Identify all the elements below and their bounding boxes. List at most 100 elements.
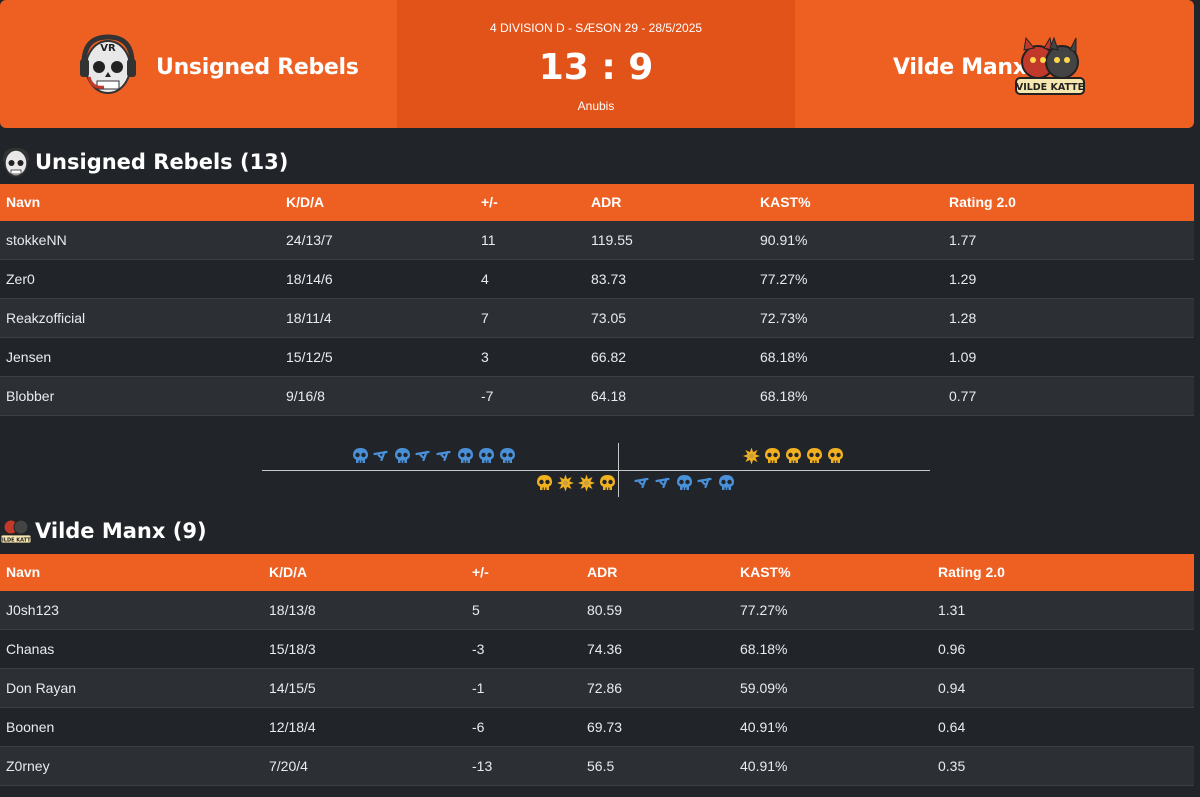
col-kast-header[interactable]: KAST%	[760, 194, 811, 210]
unsigned-rebels-logo: VR	[80, 34, 136, 94]
player-kda: 7/20/4	[269, 758, 308, 774]
player-plusminus: -7	[481, 388, 494, 404]
player-kda: 15/12/5	[286, 349, 333, 365]
table-row: Chanas 15/18/3 -3 74.36 68.18% 0.96	[0, 630, 1194, 669]
table-row: Blobber 9/16/8 -7 64.18 68.18% 0.77	[0, 377, 1194, 416]
player-rating: 1.28	[949, 310, 977, 326]
player-rating: 0.77	[949, 388, 977, 404]
player-name[interactable]: Boonen	[6, 719, 55, 735]
player-kast: 68.18%	[740, 641, 788, 657]
player-name[interactable]: Reakzofficial	[6, 310, 86, 326]
t-skull-icon	[783, 446, 804, 466]
player-name[interactable]: Blobber	[6, 388, 55, 404]
t-skull-icon	[762, 446, 783, 466]
player-plusminus: -3	[472, 641, 485, 657]
table-row: Jensen 15/12/5 3 66.82 68.18% 1.09	[0, 338, 1194, 377]
player-adr: 72.86	[587, 680, 623, 696]
ct-skull-icon	[497, 446, 518, 466]
table-row: J0sh123 18/13/8 5 80.59 77.27% 1.31	[0, 591, 1194, 630]
col-plusminus-header[interactable]: +/-	[481, 194, 498, 210]
t-skull-icon	[597, 473, 618, 493]
col-kda-header[interactable]: K/D/A	[269, 564, 308, 580]
player-name[interactable]: Jensen	[6, 349, 52, 365]
player-rating: 0.96	[938, 641, 966, 657]
col-rating-header[interactable]: Rating 2.0	[938, 564, 1005, 580]
player-adr: 83.73	[591, 271, 627, 287]
vilde-manx-logo: VILDE KATTE	[1015, 36, 1085, 95]
home-team-panel[interactable]: VR Unsigned Rebels	[0, 0, 397, 128]
first-half-home-rounds	[350, 446, 518, 466]
player-rating: 1.29	[949, 271, 977, 287]
col-kda-header[interactable]: K/D/A	[286, 194, 325, 210]
away-team-name[interactable]: Vilde Manx	[893, 55, 1027, 80]
table-row: Zer0 18/14/6 4 83.73 77.27% 1.29	[0, 260, 1194, 299]
col-adr-header[interactable]: ADR	[587, 564, 618, 580]
player-kast: 72.73%	[760, 310, 808, 326]
player-name[interactable]: Chanas	[6, 641, 55, 657]
team1-title: Unsigned Rebels (13)	[35, 150, 289, 174]
table-row: Don Rayan 14/15/5 -1 72.86 59.09% 0.94	[0, 669, 1194, 708]
match-score: 13 : 9	[538, 47, 654, 88]
player-kda: 15/18/3	[269, 641, 316, 657]
defuse-icon	[653, 473, 674, 493]
player-kda: 9/16/8	[286, 388, 325, 404]
defuse-icon	[434, 446, 455, 466]
svg-text:VILDE KATTE: VILDE KATTE	[0, 538, 32, 544]
table-row: Boonen 12/18/4 -6 69.73 40.91% 0.64	[0, 708, 1194, 747]
player-rating: 0.94	[938, 680, 966, 696]
player-kast: 68.18%	[760, 388, 808, 404]
match-header: VR Unsigned Rebels 4 DIVISION D - SÆSON …	[0, 0, 1194, 128]
player-name[interactable]: Zer0	[6, 271, 35, 287]
explode-icon	[576, 473, 597, 493]
player-kda: 18/13/8	[269, 602, 316, 618]
vilde-manx-small-logo: VILDE KATTE	[0, 519, 32, 544]
player-adr: 119.55	[591, 232, 633, 248]
ct-skull-icon	[455, 446, 476, 466]
table-row: Reakzofficial 18/11/4 7 73.05 72.73% 1.2…	[0, 299, 1194, 338]
player-rating: 1.77	[949, 232, 977, 248]
timeline-divider	[262, 470, 930, 471]
player-name[interactable]: J0sh123	[6, 602, 59, 618]
defuse-icon	[695, 473, 716, 493]
team2-section-title: VILDE KATTE Vilde Manx (9)	[0, 515, 207, 547]
player-kast: 68.18%	[760, 349, 808, 365]
player-adr: 56.5	[587, 758, 615, 774]
col-adr-header[interactable]: ADR	[591, 194, 622, 210]
map-name: Anubis	[577, 99, 615, 113]
defuse-icon	[632, 473, 653, 493]
col-plusminus-header[interactable]: +/-	[472, 564, 489, 580]
svg-text:VILDE KATTE: VILDE KATTE	[1016, 82, 1084, 93]
player-plusminus: -1	[472, 680, 485, 696]
ct-skull-icon	[392, 446, 413, 466]
player-plusminus: 3	[481, 349, 489, 365]
player-kast: 40.91%	[740, 719, 788, 735]
player-adr: 74.36	[587, 641, 623, 657]
player-rating: 1.09	[949, 349, 977, 365]
table-header: Navn K/D/A +/- ADR KAST% Rating 2.0	[0, 554, 1194, 591]
player-plusminus: 7	[481, 310, 489, 326]
player-name[interactable]: stokkeNN	[6, 232, 67, 248]
player-adr: 69.73	[587, 719, 623, 735]
player-kast: 90.91%	[760, 232, 808, 248]
away-team-panel[interactable]: Vilde Manx VILDE KATTE	[795, 0, 1194, 128]
round-history	[262, 443, 930, 497]
first-half-away-rounds	[534, 473, 618, 493]
defuse-icon	[413, 446, 434, 466]
ct-skull-icon	[674, 473, 695, 493]
halftime-divider	[618, 443, 619, 497]
player-name[interactable]: Z0rney	[6, 758, 50, 774]
explode-icon	[555, 473, 576, 493]
svg-text:VR: VR	[100, 43, 116, 54]
player-kast: 59.09%	[740, 680, 788, 696]
player-adr: 80.59	[587, 602, 623, 618]
col-rating-header[interactable]: Rating 2.0	[949, 194, 1016, 210]
player-name[interactable]: Don Rayan	[6, 680, 77, 696]
home-team-name[interactable]: Unsigned Rebels	[156, 55, 359, 80]
col-name-header[interactable]: Navn	[6, 564, 41, 580]
col-kast-header[interactable]: KAST%	[740, 564, 791, 580]
col-name-header[interactable]: Navn	[6, 194, 41, 210]
player-kast: 40.91%	[740, 758, 788, 774]
player-kast: 77.27%	[760, 271, 808, 287]
player-plusminus: -13	[472, 758, 493, 774]
player-kda: 18/11/4	[286, 310, 332, 326]
